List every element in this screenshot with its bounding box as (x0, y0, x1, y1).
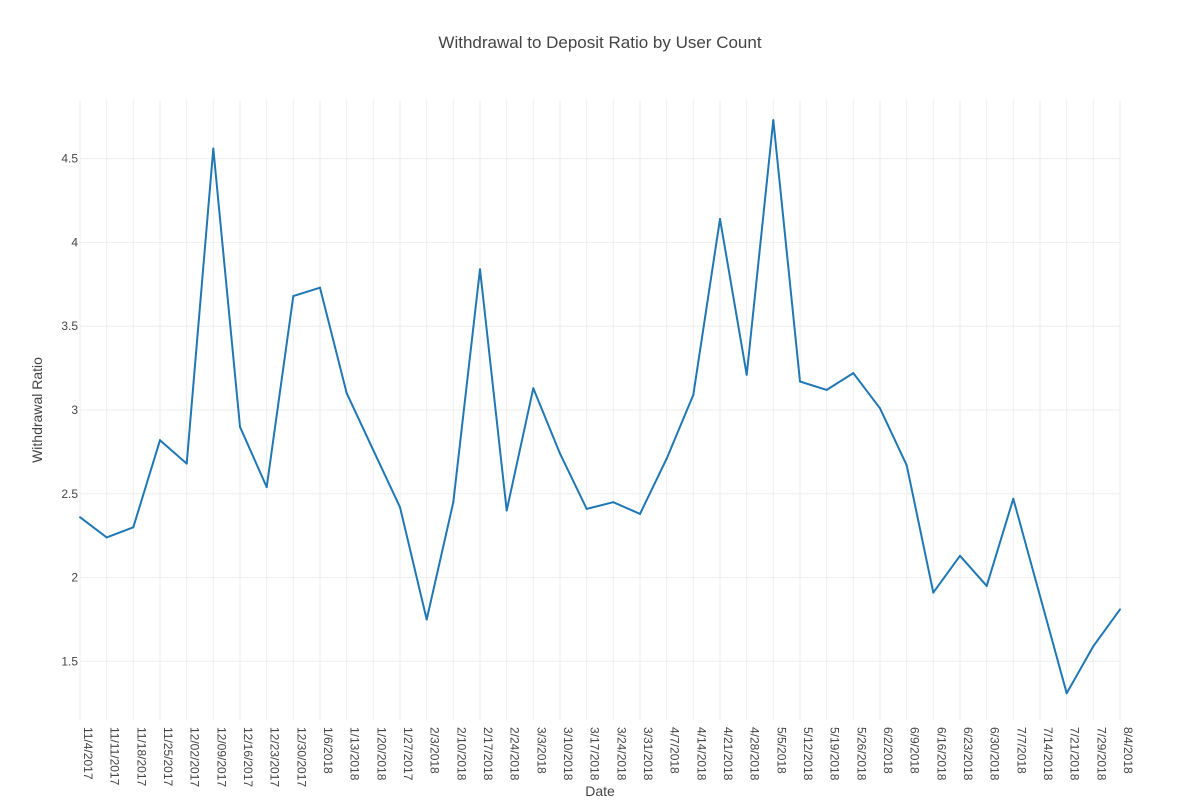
x-tick-label: 12/16/2017 (241, 727, 255, 787)
data-point (959, 554, 961, 557)
data-point (479, 268, 481, 271)
data-point (692, 393, 695, 396)
x-tick-label: 5/26/2018 (854, 727, 868, 781)
x-tick-label: 11/25/2017 (161, 727, 175, 786)
y-tick-label: 4 (71, 235, 78, 249)
data-point (132, 526, 135, 529)
data-point (585, 507, 588, 510)
x-tick-label: 7/21/2018 (1068, 727, 1082, 781)
x-tick-label: 2/3/2018 (428, 727, 442, 774)
data-point (319, 286, 321, 289)
x-tick-label: 1/20/2018 (374, 727, 388, 781)
x-tick-label: 6/16/2018 (934, 727, 948, 781)
x-tick-label: 7/14/2018 (1041, 727, 1055, 781)
x-tick-label: 11/4/2017 (81, 727, 95, 780)
x-tick-label: 3/10/2018 (561, 727, 575, 781)
data-point (639, 512, 641, 515)
x-tick-label: 5/5/2018 (774, 727, 788, 774)
chart-title: Withdrawal to Deposit Ratio by User Coun… (438, 33, 762, 52)
data-point (372, 449, 375, 452)
x-tick-label: 11/18/2017 (134, 727, 148, 786)
data-point (345, 392, 348, 395)
x-tick-label: 3/24/2018 (614, 727, 628, 781)
y-gridlines (80, 158, 1120, 662)
data-point (905, 464, 908, 467)
x-tick-label: 8/4/2018 (1121, 727, 1135, 774)
x-tick-label: 12/09/2017 (214, 727, 228, 787)
data-point (452, 501, 455, 504)
x-tick-label: 2/24/2018 (508, 727, 522, 781)
x-tick-label: 6/30/2018 (988, 727, 1002, 781)
x-tick-label: 4/21/2018 (721, 727, 735, 781)
data-point (159, 439, 161, 442)
x-tick-labels: 11/4/2017 11/11/2017 11/18/2017 11/25/2017 1… (81, 727, 1135, 787)
y-tick-label: 1.5 (61, 654, 78, 668)
data-point (239, 425, 241, 428)
data-point (665, 457, 668, 460)
data-point (1012, 497, 1015, 500)
x-tick-label: 2/17/2018 (481, 727, 495, 781)
data-point (772, 119, 775, 122)
data-point (879, 407, 881, 410)
data-point (105, 536, 108, 539)
data-point (505, 509, 508, 512)
data-point (185, 462, 188, 465)
x-tick-label: 5/19/2018 (828, 727, 842, 781)
data-point (932, 591, 935, 594)
data-point (1065, 692, 1068, 695)
data-point (212, 147, 215, 150)
data-point (985, 584, 988, 587)
y-tick-label: 2 (71, 571, 78, 585)
x-tick-label: 11/11/2017 (108, 727, 122, 786)
data-point (425, 618, 428, 621)
x-tick-label: 5/12/2018 (801, 727, 815, 781)
x-tick-label: 6/9/2018 (908, 727, 922, 774)
data-point (399, 506, 401, 509)
x-tick-label: 1/13/2018 (348, 727, 362, 781)
data-point (559, 452, 561, 455)
data-point (799, 380, 801, 383)
x-tick-label: 4/7/2018 (668, 727, 682, 774)
x-tick-label: 3/3/2018 (534, 727, 548, 774)
y-tick-label: 2.5 (61, 487, 78, 501)
x-tick-label: 6/23/2018 (961, 727, 975, 781)
data-point (852, 372, 855, 375)
x-tick-label: 3/17/2018 (588, 727, 602, 781)
x-tick-label: 2/10/2018 (454, 727, 468, 781)
x-tick-label: 4/28/2018 (748, 727, 762, 781)
x-tick-label: 12/30/2017 (294, 727, 308, 787)
x-tick-label: 7/29/2018 (1094, 727, 1108, 781)
y-tick-label: 3.5 (61, 319, 78, 333)
y-axis-title: Withdrawal Ratio (29, 357, 45, 463)
x-tick-label: 3/31/2018 (641, 727, 655, 781)
data-point (745, 373, 748, 376)
x-axis-title: Date (585, 783, 615, 799)
data-point (79, 516, 81, 519)
x-tick-label: 7/7/2018 (1014, 727, 1028, 774)
data-point (292, 295, 295, 298)
y-tick-labels: 1.5 2 2.5 3 3.5 4 4.5 (61, 152, 78, 669)
y-tick-label: 4.5 (61, 152, 78, 166)
series-layer (79, 119, 1121, 695)
series-line (79, 119, 1121, 695)
data-point (1092, 645, 1095, 648)
data-point (612, 501, 615, 504)
y-tick-label: 3 (71, 403, 78, 417)
data-point (719, 217, 721, 220)
x-tick-label: 1/27/2017 (401, 727, 415, 781)
x-tick-label: 12/02/2017 (188, 727, 202, 787)
data-point (1039, 595, 1041, 597)
data-point (532, 387, 535, 390)
data-point (1119, 608, 1121, 611)
x-tick-label: 12/23/2017 (268, 727, 282, 787)
data-point (825, 388, 828, 391)
x-tick-label: 4/14/2018 (694, 727, 708, 781)
data-point (265, 486, 268, 489)
x-tick-label: 1/6/2018 (321, 727, 335, 774)
x-tick-label: 6/2/2018 (881, 727, 895, 774)
